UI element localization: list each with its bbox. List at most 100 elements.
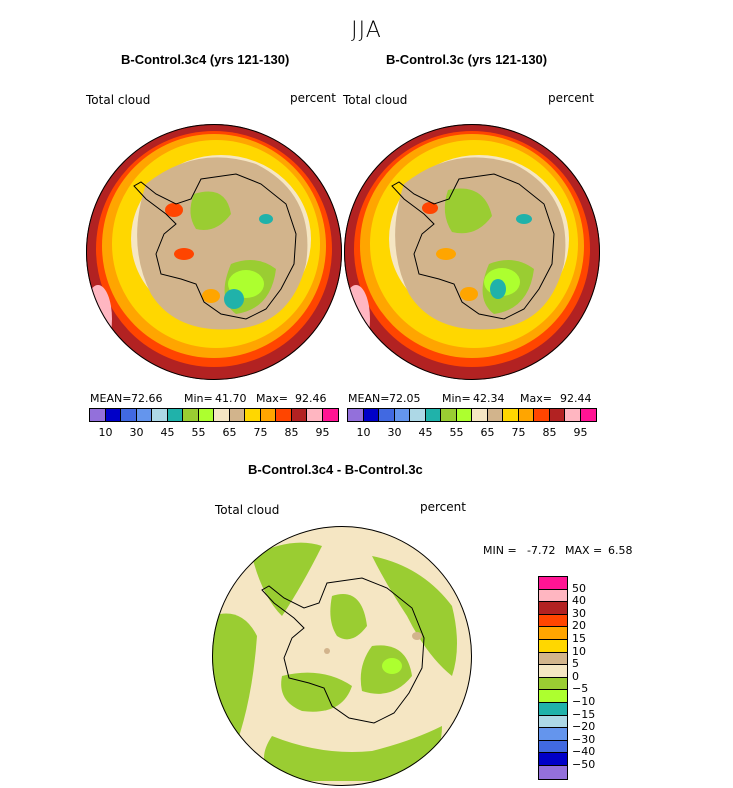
colorbar-swatch	[136, 409, 152, 421]
panel2-pink-patch	[344, 285, 370, 353]
diff-max-label: MAX =	[565, 544, 603, 557]
diff-colorbar-swatch	[539, 614, 567, 628]
colorbar-swatch	[276, 409, 292, 421]
diff-tan-spot	[412, 632, 422, 640]
diff-colorbar-tick-label: 20	[572, 619, 586, 633]
panel1-units-label: percent	[290, 91, 336, 105]
colorbar-swatch	[410, 409, 426, 421]
panel2-max-label: Max=	[520, 392, 552, 405]
colorbar-swatch	[167, 409, 183, 421]
diff-colorbar-swatch	[539, 665, 567, 678]
diff-green-center	[330, 594, 367, 640]
colorbar-tick-label: 75	[511, 426, 526, 439]
diff-colorbar-swatch	[539, 627, 567, 640]
panel1-red-spot-2	[174, 248, 194, 260]
colorbar-swatch	[198, 409, 214, 421]
colorbar-swatch	[105, 409, 121, 421]
panel2-units-label: percent	[548, 91, 594, 105]
panel2-colorbar	[347, 408, 597, 422]
colorbar-swatch	[183, 409, 199, 421]
colorbar-swatch	[90, 409, 106, 421]
diff-field-label: Total cloud	[215, 503, 280, 517]
diff-colorbar-swatch	[539, 602, 567, 615]
diff-colorbar-swatch	[539, 639, 567, 653]
colorbar-tick-label: 95	[573, 426, 588, 439]
panel2-teal-patch-2	[516, 214, 532, 224]
diff-min-label: MIN =	[483, 544, 517, 557]
panel1-orange-spot	[202, 289, 220, 303]
colorbar-tick-label: 10	[356, 426, 371, 439]
diff-lime-patch	[382, 658, 402, 674]
colorbar-swatch	[245, 409, 261, 421]
diff-colorbar-swatch	[539, 677, 567, 691]
diff-colorbar-tick-label: −10	[572, 695, 596, 708]
panel2-field-label: Total cloud	[343, 93, 408, 107]
diff-green-south	[264, 726, 442, 781]
diff-colorbar-tick-label: −40	[572, 745, 596, 759]
colorbar-tick-label: 95	[315, 426, 330, 439]
colorbar-swatch	[363, 409, 379, 421]
diff-colorbar-tick-label: −30	[572, 732, 596, 746]
panel1-max-label: Max=	[256, 392, 288, 405]
diff-colorbar-tick-label: −5	[572, 682, 589, 696]
colorbar-tick-label: 30	[387, 426, 402, 439]
colorbar-tick-label: 75	[253, 426, 268, 439]
diff-colorbar-swatch	[539, 589, 567, 603]
diff-units-label: percent	[420, 500, 466, 514]
colorbar-tick-label: 85	[542, 426, 557, 439]
colorbar-swatch	[394, 409, 410, 421]
colorbar-swatch	[152, 409, 168, 421]
colorbar-swatch	[503, 409, 519, 421]
panel1-max-value: 92.46	[295, 392, 327, 405]
panel2-map	[344, 124, 600, 380]
colorbar-swatch	[229, 409, 245, 421]
panel2-orange-spot	[436, 248, 456, 260]
panel1-mean-value: 72.66	[131, 392, 163, 405]
colorbar-swatch	[565, 409, 581, 421]
colorbar-swatch	[580, 409, 596, 421]
colorbar-tick-label: 30	[129, 426, 144, 439]
diff-colorbar-tick-label: 50	[572, 581, 586, 595]
panel1-teal-patch-2	[259, 214, 273, 224]
colorbar-tick-label: 10	[98, 426, 113, 439]
diff-colorbar-swatch	[539, 765, 567, 779]
colorbar-tick-label: 45	[160, 426, 175, 439]
panel2-mean-label: MEAN=	[348, 392, 390, 405]
panel2-green-west	[444, 188, 492, 234]
diff-colorbar-tick-label: 5	[572, 657, 579, 671]
panel2-max-value: 92.44	[560, 392, 592, 405]
panel1-green-west	[190, 191, 231, 230]
diff-colorbar	[538, 576, 568, 780]
colorbar-tick-label: 65	[480, 426, 495, 439]
panel1-coastline	[133, 173, 297, 320]
colorbar-swatch	[534, 409, 550, 421]
panel1-min-value: 41.70	[215, 392, 247, 405]
panel1-colorbar	[89, 408, 339, 422]
colorbar-swatch	[441, 409, 457, 421]
colorbar-swatch	[456, 409, 472, 421]
panel1-map	[86, 124, 342, 380]
diff-colorbar-swatch	[539, 702, 567, 716]
diff-colorbar-tick-label: 15	[572, 632, 586, 645]
diff-colorbar-tick-label: −20	[572, 720, 596, 734]
diff-title: B-Control.3c4 - B-Control.3c	[248, 462, 423, 477]
diff-green-ne	[372, 556, 457, 676]
panel1-field-label: Total cloud	[86, 93, 151, 107]
diff-max-value: 6.58	[608, 544, 633, 557]
panel1-red-spot	[165, 203, 183, 217]
panel2-orange-spot-2	[460, 287, 478, 301]
colorbar-swatch	[322, 409, 338, 421]
diff-coastline	[261, 577, 425, 724]
diff-colorbar-tick-label: 10	[572, 644, 586, 658]
panel1-min-label: Min=	[184, 392, 213, 405]
colorbar-swatch	[472, 409, 488, 421]
diff-colorbar-tick-label: 30	[572, 606, 586, 620]
panel1-pink-patch	[86, 285, 112, 353]
colorbar-swatch	[518, 409, 534, 421]
diff-colorbar-swatch	[539, 690, 567, 703]
diff-tan-spot-2	[324, 648, 330, 654]
colorbar-swatch	[260, 409, 276, 421]
panel1-title: B-Control.3c4 (yrs 121-130)	[121, 52, 290, 67]
colorbar-swatch	[307, 409, 323, 421]
figure-title: JJA	[351, 18, 382, 43]
